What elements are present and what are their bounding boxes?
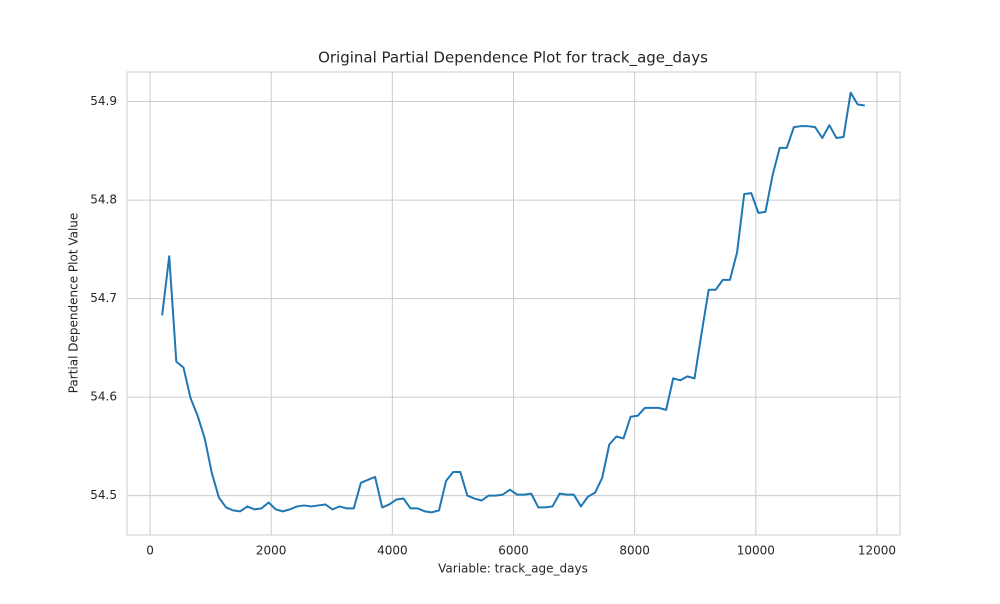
y-axis-label: Partial Dependence Plot Value (67, 213, 81, 394)
y-tick-label: 54.9 (90, 94, 117, 108)
x-tick-label: 8000 (619, 544, 650, 558)
data-line (161, 91, 866, 514)
x-tick-label: 10000 (737, 544, 775, 558)
x-tick-label: 4000 (377, 544, 408, 558)
x-tick-label: 0 (146, 544, 154, 558)
x-axis-label: Variable: track_age_days (438, 562, 588, 576)
y-tick-label: 54.8 (90, 193, 117, 207)
x-tick-label: 2000 (256, 544, 287, 558)
y-tick-label: 54.6 (90, 390, 117, 404)
y-tick-label: 54.7 (90, 291, 117, 305)
x-tick-label: 12000 (858, 544, 896, 558)
y-tick-label: 54.5 (90, 488, 117, 502)
x-tick-label: 6000 (498, 544, 529, 558)
chart-title: Original Partial Dependence Plot for tra… (318, 49, 708, 68)
